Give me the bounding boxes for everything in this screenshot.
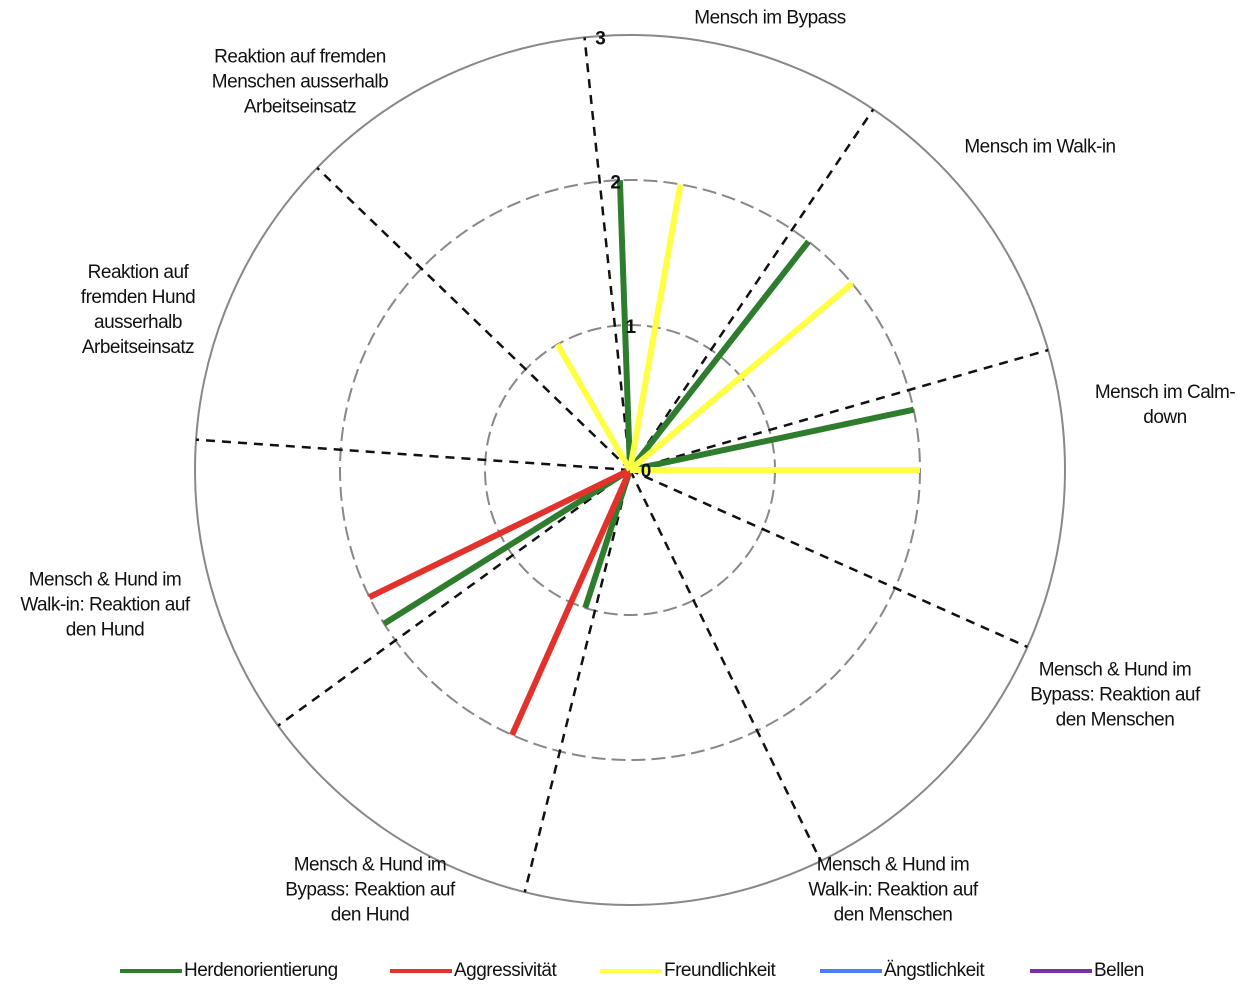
bar	[509, 468, 633, 737]
legend-label: Bellen	[1094, 960, 1144, 981]
r-tick-label: 2	[610, 173, 621, 194]
bar	[627, 239, 811, 472]
category-label: Reaktion auf fremden Menschen ausserhalb…	[211, 46, 389, 118]
legend-item: Ängstlichkeit	[820, 960, 985, 982]
legend-item: Bellen	[1030, 960, 1144, 982]
category-label: Reaktion auf fremden Hund ausserhalb Arb…	[80, 262, 196, 358]
legend-swatch	[1030, 969, 1092, 973]
r-tick-label: 3	[595, 28, 606, 49]
spoke	[629, 468, 1028, 649]
bar	[629, 406, 915, 473]
legend-swatch	[600, 969, 662, 973]
legend-label: Ängstlichkeit	[884, 960, 985, 981]
spoke	[316, 166, 631, 471]
legend-swatch	[820, 969, 882, 973]
spoke	[628, 469, 822, 862]
r-tick-label: 0	[641, 461, 652, 482]
bar	[382, 467, 632, 627]
grid-ring	[194, 34, 1066, 906]
legend-item: Freundlichkeit	[600, 960, 776, 982]
spoke	[628, 108, 875, 471]
category-label: Mensch & Hund im Bypass: Reaktion auf de…	[1030, 659, 1200, 731]
bar	[627, 183, 684, 471]
category-label: Mensch & Hund im Bypass: Reaktion auf de…	[285, 854, 455, 926]
r-tick-label: 1	[626, 317, 637, 338]
bar	[368, 467, 632, 600]
spoke	[523, 469, 632, 893]
category-label: Mensch & Hund im Walk-in: Reaktion auf d…	[20, 569, 190, 641]
category-label: Mensch im Walk-in	[964, 136, 1116, 158]
legend-label: Freundlichkeit	[664, 960, 776, 981]
bar	[554, 342, 633, 472]
category-label: Mensch im Calm-down	[1094, 382, 1236, 428]
legend-label: Herdenorientierung	[184, 960, 338, 981]
bar	[616, 180, 633, 471]
legend-item: Herdenorientierung	[120, 960, 338, 982]
spoke	[277, 468, 631, 727]
legend-item: Aggressivität	[390, 960, 557, 982]
spoke	[583, 37, 632, 471]
category-label: Mensch & Hund im Walk-in: Reaktion auf d…	[808, 854, 978, 926]
spoke	[629, 348, 1049, 472]
category-label: Mensch im Bypass	[694, 7, 846, 29]
legend-swatch	[120, 969, 182, 973]
bar	[628, 281, 855, 473]
spoke	[195, 438, 631, 472]
legend-swatch	[390, 969, 452, 973]
legend-label: Aggressivität	[454, 960, 557, 981]
